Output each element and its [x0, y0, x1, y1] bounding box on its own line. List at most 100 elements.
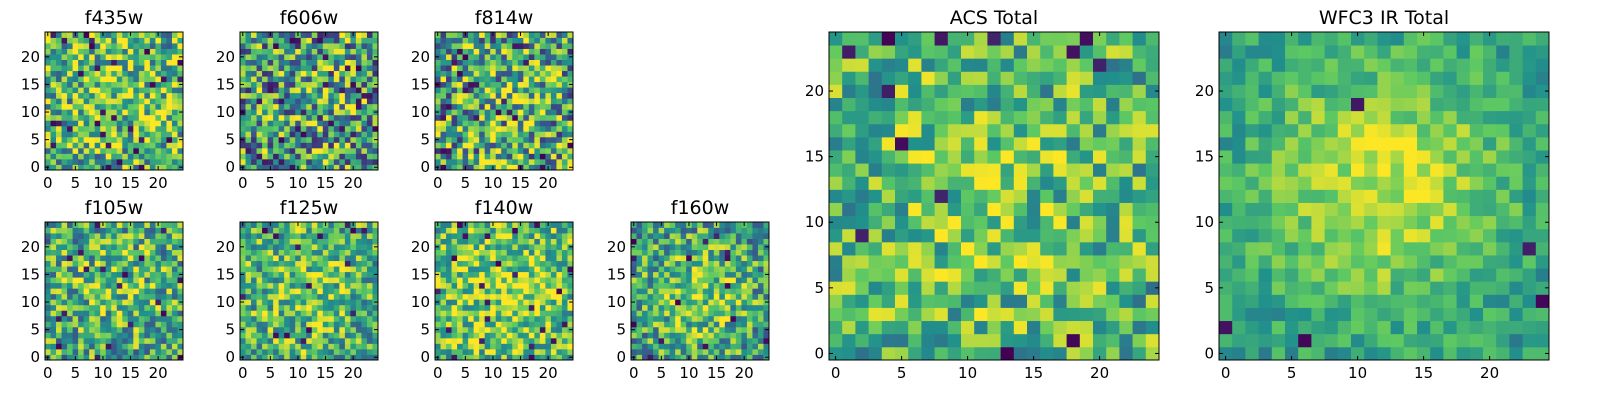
- heatmap-cell: [451, 277, 458, 284]
- heatmap-cell: [267, 142, 274, 149]
- heatmap-cell: [144, 92, 151, 99]
- heatmap-cell: [289, 260, 296, 267]
- heatmap-cell: [457, 271, 463, 278]
- heatmap-cell: [517, 142, 524, 149]
- heatmap-cell: [333, 54, 340, 60]
- heatmap-cell: [67, 103, 73, 110]
- heatmap-cell: [289, 92, 296, 99]
- heatmap-cell: [539, 277, 546, 284]
- heatmap-cell: [1027, 255, 1041, 269]
- heatmap-cell: [468, 76, 475, 83]
- heatmap-cell: [457, 321, 463, 328]
- heatmap-cell: [947, 189, 962, 203]
- heatmap-cell: [457, 98, 463, 105]
- heatmap-cell: [138, 332, 145, 339]
- heatmap-cell: [278, 227, 285, 234]
- heatmap-cell: [262, 271, 268, 278]
- heatmap-cell: [440, 255, 447, 262]
- heatmap-cell: [251, 59, 257, 66]
- heatmap-cell: [567, 260, 574, 267]
- heatmap-cell: [495, 233, 502, 239]
- heatmap-cell: [256, 249, 263, 256]
- heatmap-cell: [730, 266, 737, 273]
- heatmap-cell: [446, 293, 452, 300]
- heatmap-cell: [658, 293, 665, 300]
- heatmap-cell: [669, 343, 676, 350]
- heatmap-cell: [83, 293, 90, 300]
- heatmap-cell: [94, 244, 101, 250]
- heatmap-cell: [240, 120, 246, 127]
- heatmap-cell: [451, 153, 458, 160]
- heatmap-cell: [730, 271, 737, 278]
- heatmap-cell: [1013, 202, 1028, 217]
- heatmap-cell: [89, 65, 96, 72]
- y-tick-label: 20: [216, 238, 235, 256]
- heatmap-cell: [144, 260, 151, 267]
- heatmap-cell: [105, 131, 112, 138]
- heatmap-cell: [462, 288, 469, 295]
- heatmap-cell: [138, 125, 145, 132]
- heatmap-cell: [144, 70, 151, 77]
- heatmap-cell: [61, 120, 68, 127]
- heatmap-cell: [355, 293, 362, 300]
- heatmap-cell: [122, 299, 129, 306]
- heatmap-cell: [160, 125, 167, 132]
- heatmap-cell: [78, 293, 85, 300]
- heatmap-cell: [1132, 268, 1147, 282]
- heatmap-cell: [50, 142, 57, 149]
- heatmap-cell: [138, 114, 145, 121]
- heatmap-cell: [1027, 268, 1041, 282]
- heatmap-cell: [56, 131, 62, 138]
- heatmap-cell: [240, 65, 246, 72]
- heatmap-cell: [56, 92, 62, 99]
- heatmap-cell: [539, 233, 546, 239]
- heatmap-cell: [501, 271, 508, 278]
- heatmap-cell: [539, 299, 546, 306]
- heatmap-cell: [539, 109, 546, 116]
- heatmap-cell: [1000, 346, 1015, 361]
- heatmap-cell: [339, 266, 346, 273]
- heatmap-cell: [501, 98, 508, 105]
- heatmap-cell: [155, 304, 162, 311]
- heatmap-cell: [490, 158, 497, 165]
- heatmap-cell: [122, 37, 129, 44]
- heatmap-cell: [534, 321, 541, 328]
- heatmap-cell: [133, 266, 140, 273]
- heatmap-cell: [116, 337, 123, 344]
- heatmap-cell: [160, 249, 167, 256]
- heatmap-cell: [278, 54, 285, 60]
- heatmap-cell: [752, 304, 759, 311]
- heatmap-cell: [366, 54, 373, 60]
- heatmap-cell: [484, 266, 491, 273]
- heatmap-cell: [355, 153, 362, 160]
- heatmap-cell: [752, 222, 759, 228]
- heatmap-cell: [495, 37, 502, 44]
- heatmap-cell: [462, 103, 469, 110]
- heatmap-cell: [669, 310, 676, 317]
- heatmap-cell: [339, 304, 346, 311]
- heatmap-cell: [245, 114, 252, 121]
- heatmap-cell: [446, 147, 452, 154]
- heatmap-cell: [240, 131, 246, 138]
- heatmap-cell: [160, 114, 167, 121]
- heatmap-cell: [895, 176, 909, 190]
- heatmap-cell: [50, 249, 57, 256]
- heatmap-cell: [1013, 294, 1028, 308]
- heatmap-cell: [284, 147, 291, 154]
- heatmap-cell: [523, 266, 530, 273]
- heatmap-cell: [550, 315, 557, 322]
- heatmap-cell: [1093, 294, 1107, 308]
- heatmap-cell: [56, 310, 62, 317]
- heatmap-cell: [333, 87, 340, 94]
- heatmap-cell: [708, 282, 715, 289]
- heatmap-cell: [273, 81, 280, 88]
- heatmap-cell: [289, 70, 296, 77]
- heatmap-cell: [473, 255, 480, 262]
- heatmap-cell: [435, 260, 441, 267]
- heatmap-cell: [105, 37, 112, 44]
- heatmap-cell: [144, 222, 151, 228]
- heatmap-cell: [306, 354, 313, 361]
- heatmap-cell: [166, 315, 173, 322]
- heatmap-cell: [523, 337, 530, 344]
- heatmap-cell: [133, 249, 140, 256]
